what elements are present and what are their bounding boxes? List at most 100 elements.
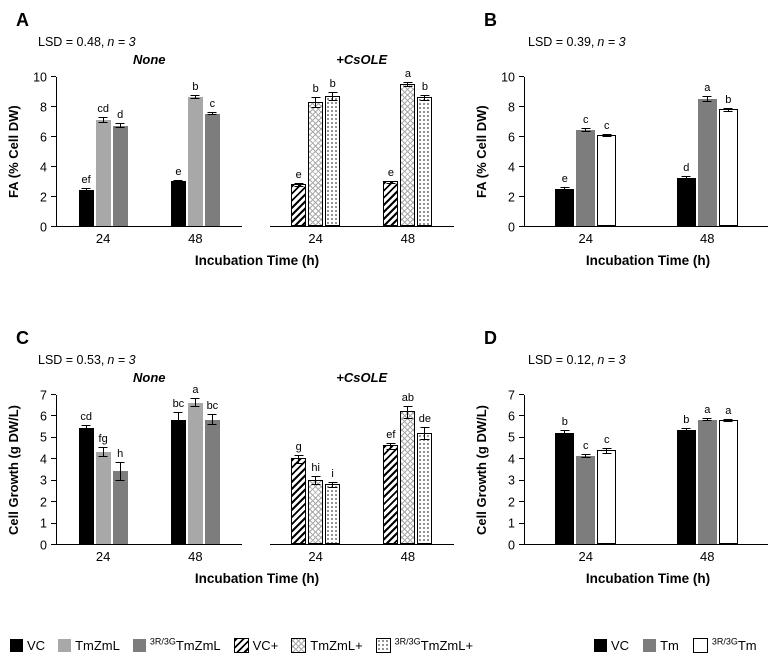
legend-label: 3R/3GTmZmL+ bbox=[394, 636, 474, 653]
legend-swatch-solid-black bbox=[594, 639, 607, 652]
significance-letter: b bbox=[329, 78, 336, 90]
bar-solid-black: e bbox=[170, 166, 186, 226]
y-tick-mark bbox=[51, 106, 56, 107]
y-tick-mark bbox=[51, 458, 56, 460]
bar-group: e b c 48 bbox=[170, 76, 220, 246]
panel-d-lsd-note: LSD = 0.12, n = 3 bbox=[528, 353, 772, 367]
y-tick-mark bbox=[519, 458, 524, 460]
lsd-text: LSD = 0.53, bbox=[38, 353, 105, 367]
legend-swatch-cross-light bbox=[291, 638, 307, 653]
y-tick-label: 4 bbox=[40, 159, 47, 174]
bar-hatch-diag: e bbox=[291, 169, 307, 226]
y-tick-mark bbox=[51, 226, 56, 227]
chart-section: None cd fg h 24 bc a bc 48 bbox=[57, 370, 242, 564]
y-tick-label: 2 bbox=[40, 189, 47, 204]
significance-letter: c bbox=[209, 98, 216, 110]
error-bar bbox=[311, 476, 321, 486]
significance-letter: ef bbox=[386, 429, 396, 442]
y-tick-mark bbox=[519, 479, 524, 481]
bar-solid-darkgray: c bbox=[576, 114, 596, 226]
chart-c: Cell Growth (g DW/L) 0 1 2 3 4 5 6 7 None cd fg h 24 b… bbox=[6, 369, 458, 586]
y-tick-mark bbox=[519, 415, 524, 417]
x-tick-label: 24 bbox=[308, 231, 323, 246]
plot-row: 0 2 4 6 8 10 None ef cd d 24 e b c 48 +CsOLE e b b 24 e a b 48 bbox=[26, 52, 458, 246]
y-tick-label: 7 bbox=[508, 387, 515, 402]
plot-row: 0 1 2 3 4 5 6 7 None cd fg h 24 bc a bc 48 +CsOLE g hi i 24 ef… bbox=[26, 370, 458, 564]
plot-area: b c c 24 b a a 48 bbox=[524, 394, 772, 564]
bar-solid-darkgray: c bbox=[204, 99, 220, 226]
significance-letter: a bbox=[704, 81, 711, 94]
legend-item: 3R/3GTm bbox=[692, 637, 757, 653]
y-tick-mark bbox=[519, 76, 524, 77]
significance-letter: b bbox=[192, 80, 199, 93]
error-bar bbox=[294, 182, 304, 188]
y-axis: 0 1 2 3 4 5 6 7 bbox=[26, 389, 56, 551]
bar-solid-darkgray: a bbox=[697, 82, 717, 226]
y-tick-mark bbox=[519, 394, 524, 395]
plot-row: 0 1 2 3 4 5 6 7 b c c 24 b a a 48 bbox=[494, 389, 772, 564]
y-tick-mark bbox=[519, 226, 524, 227]
y-tick-mark bbox=[51, 436, 56, 438]
significance-letter: b bbox=[683, 414, 690, 427]
significance-letter: ab bbox=[401, 391, 414, 404]
chart-section: b c c 24 b a a 48 bbox=[525, 394, 768, 564]
n-text: n = 3 bbox=[597, 353, 626, 367]
y-tick-label: 5 bbox=[508, 430, 515, 445]
error-bar bbox=[581, 454, 591, 459]
error-bar bbox=[420, 427, 430, 441]
y-tick-label: 8 bbox=[40, 99, 47, 114]
chart-body: 0 1 2 3 4 5 6 7 b c c 24 b a a 48 Incubation Time (h) bbox=[494, 369, 772, 586]
x-tick-label: 48 bbox=[700, 231, 715, 246]
bar-solid-black: e bbox=[555, 174, 575, 226]
bar-solid-gray: b bbox=[187, 81, 203, 226]
bar-solid-darkgray: c bbox=[576, 441, 596, 544]
panel-b-letter: B bbox=[484, 10, 497, 30]
error-bar bbox=[207, 112, 217, 115]
bar-solid-white: c bbox=[597, 121, 617, 226]
error-bar bbox=[386, 180, 396, 184]
legend-label: VC+ bbox=[252, 638, 279, 653]
panel-b-lsd-note: LSD = 0.39, n = 3 bbox=[528, 35, 772, 49]
y-axis: 0 2 4 6 8 10 bbox=[26, 71, 56, 233]
chart-body: 0 2 4 6 8 10 None ef cd d 24 e b c 48 +CsOLE e b b 24 e a b 48 I… bbox=[26, 51, 458, 268]
significance-letter: b bbox=[421, 81, 428, 93]
significance-letter: i bbox=[331, 467, 334, 480]
bar-solid-black: d bbox=[676, 163, 696, 226]
y-tick-mark bbox=[51, 479, 56, 481]
legend-item: 3R/3GTmZmL bbox=[132, 637, 221, 653]
x-tick-label: 24 bbox=[578, 231, 593, 246]
y-tick-label: 2 bbox=[508, 494, 515, 509]
y-tick-mark bbox=[519, 522, 524, 524]
legend-item: 3R/3GTmZmL+ bbox=[375, 636, 474, 653]
panel-d-letter: D bbox=[484, 328, 497, 348]
y-tick-mark bbox=[51, 166, 56, 167]
legend-swatch-hatch-diag bbox=[233, 638, 249, 653]
y-tick-label: 4 bbox=[508, 159, 515, 174]
lsd-text: LSD = 0.12, bbox=[528, 353, 595, 367]
y-tick-label: 2 bbox=[508, 189, 515, 204]
bar-cross-light: ab bbox=[400, 392, 416, 544]
bar-dots: i bbox=[325, 468, 341, 544]
panel-d: D LSD = 0.12, n = 3 Cell Growth (g DW/L) 0… bbox=[474, 324, 772, 586]
lsd-text: LSD = 0.48, bbox=[38, 35, 105, 49]
significance-letter: cd bbox=[80, 411, 92, 424]
error-bar bbox=[115, 123, 125, 128]
significance-letter: ef bbox=[81, 174, 91, 187]
error-bar bbox=[581, 127, 591, 133]
error-bar bbox=[173, 179, 183, 183]
significance-letter: c bbox=[604, 120, 610, 132]
y-tick-label: 6 bbox=[40, 409, 47, 424]
x-tick-label: 48 bbox=[700, 549, 715, 564]
x-tick-label: 24 bbox=[308, 549, 323, 564]
y-tick-label: 0 bbox=[508, 537, 515, 552]
error-bar bbox=[403, 405, 413, 419]
y-tick-mark bbox=[519, 436, 524, 438]
y-tick-label: 4 bbox=[508, 452, 515, 467]
n-text: n = 3 bbox=[107, 35, 136, 49]
y-tick-mark bbox=[51, 394, 56, 395]
error-bar bbox=[602, 447, 612, 454]
significance-letter: de bbox=[418, 413, 431, 426]
error-bar bbox=[207, 414, 217, 426]
bar-cross-light: hi bbox=[308, 463, 324, 544]
panel-c-letter: C bbox=[16, 328, 29, 348]
